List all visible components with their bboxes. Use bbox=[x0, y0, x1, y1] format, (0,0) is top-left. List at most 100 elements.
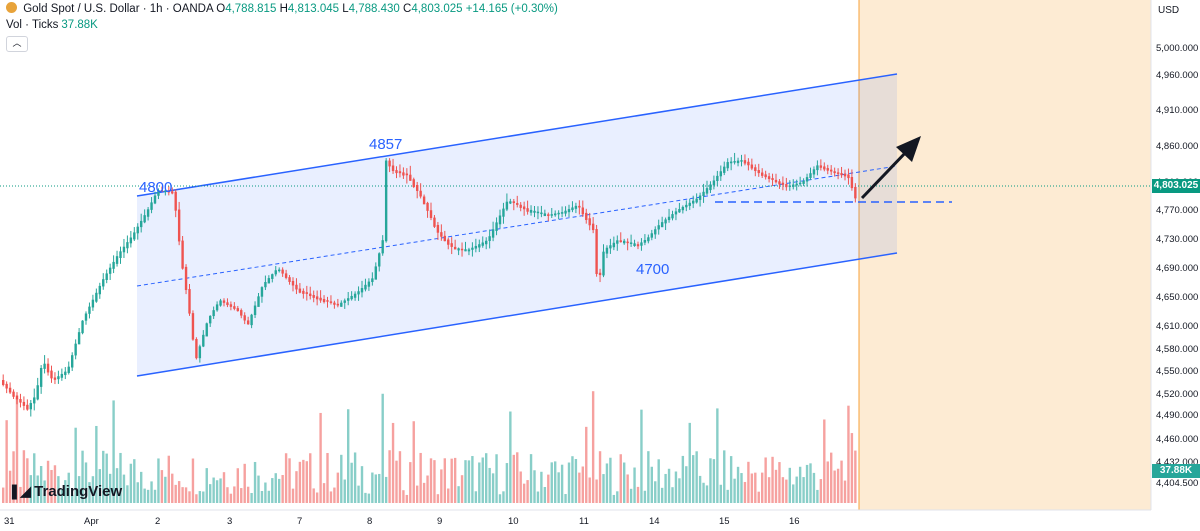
tradingview-logo[interactable]: ❚◢ TradingView bbox=[8, 482, 122, 500]
candle-body bbox=[384, 160, 388, 242]
volume-bar bbox=[491, 473, 495, 503]
volume-bar bbox=[267, 490, 271, 503]
candle-body bbox=[723, 166, 726, 173]
volume-bar bbox=[36, 475, 39, 503]
volume-bar bbox=[692, 455, 695, 503]
volume-bar bbox=[664, 473, 667, 503]
annotation-4857[interactable]: 4857 bbox=[369, 136, 402, 153]
candle-body bbox=[157, 190, 160, 196]
volume-bar bbox=[167, 455, 170, 503]
volume-bar bbox=[574, 458, 578, 503]
volume-bar bbox=[157, 458, 160, 503]
volume-bar bbox=[623, 462, 626, 503]
volume-bar bbox=[143, 488, 146, 503]
candle-body bbox=[119, 251, 122, 259]
candle-body bbox=[540, 212, 543, 215]
candle-body bbox=[481, 242, 484, 246]
future-zone-highlight bbox=[859, 0, 1151, 510]
candle-body bbox=[195, 339, 198, 359]
candle-body bbox=[433, 217, 436, 227]
candle-body bbox=[2, 380, 5, 385]
volume-legend[interactable]: Vol · Ticks 37.88K bbox=[6, 19, 98, 31]
volume-bar bbox=[77, 476, 81, 503]
channel-upper-line[interactable] bbox=[136, 73, 898, 197]
volume-bar bbox=[440, 469, 443, 503]
volume-bar bbox=[850, 433, 854, 503]
candle-body bbox=[819, 165, 823, 168]
volume-bar bbox=[374, 474, 377, 503]
volume-bar bbox=[464, 460, 467, 503]
volume-bar bbox=[647, 451, 650, 503]
candle-body bbox=[798, 182, 802, 185]
price-axis[interactable]: 5,000.0004,960.0004,910.0004,860.0004,81… bbox=[1150, 0, 1200, 531]
high-value: 4,813.045 bbox=[287, 3, 340, 15]
candle-body bbox=[692, 200, 695, 204]
volume-bar bbox=[750, 473, 754, 503]
open-value: 4,788.815 bbox=[225, 3, 277, 15]
volume-bar bbox=[129, 463, 133, 503]
symbol-legend[interactable]: Gold Spot / U.S. Dollar · 1h · OANDA O4,… bbox=[6, 2, 558, 17]
candle-body bbox=[209, 315, 212, 324]
projection-arrow[interactable] bbox=[860, 136, 921, 200]
volume-bar bbox=[581, 466, 584, 503]
volume-bar bbox=[198, 491, 202, 503]
volume-bar bbox=[84, 462, 88, 503]
volume-bar bbox=[257, 475, 260, 503]
candle-body bbox=[536, 211, 540, 214]
candle-body bbox=[698, 195, 702, 200]
volume-bar bbox=[319, 412, 322, 503]
candle-body bbox=[785, 184, 788, 188]
volume-bar bbox=[509, 411, 512, 503]
candle-body bbox=[288, 277, 291, 282]
volume-bar bbox=[329, 491, 333, 503]
volume-bar bbox=[588, 477, 591, 503]
time-tick: 11 bbox=[579, 516, 589, 527]
channel-lower-line[interactable] bbox=[136, 252, 898, 377]
candle-body bbox=[550, 214, 553, 216]
candle-body bbox=[112, 261, 115, 269]
annotation-4800[interactable]: 4800 bbox=[139, 179, 172, 196]
volume-bar bbox=[288, 458, 291, 503]
candle-body bbox=[736, 160, 740, 164]
volume-bar bbox=[785, 479, 788, 503]
candle-body bbox=[250, 314, 253, 326]
volume-bar bbox=[609, 457, 612, 503]
channel-median-line[interactable] bbox=[136, 165, 898, 287]
volume-bar bbox=[150, 481, 153, 503]
volume-bar bbox=[22, 450, 26, 503]
candle-body bbox=[792, 184, 795, 187]
currency-label: USD bbox=[1158, 5, 1180, 16]
candle-body bbox=[60, 373, 64, 378]
volume-bar bbox=[629, 488, 633, 503]
time-axis[interactable]: 31 Apr 2 3 7 8 9 10 11 14 15 16 bbox=[0, 509, 1151, 527]
candle-body bbox=[771, 178, 774, 181]
volume-bar bbox=[305, 461, 308, 503]
candle-body bbox=[509, 201, 512, 204]
candle-body bbox=[246, 320, 250, 325]
candle-body bbox=[46, 363, 50, 373]
volume-bar bbox=[802, 477, 805, 503]
volume-bar bbox=[767, 477, 771, 503]
volume-bar bbox=[792, 484, 795, 503]
time-tick: 7 bbox=[297, 516, 302, 527]
volume-bar bbox=[350, 462, 353, 503]
candle-body bbox=[633, 243, 636, 247]
candle-body bbox=[571, 207, 574, 211]
candle-body bbox=[774, 179, 778, 183]
volume-bar bbox=[8, 470, 12, 503]
annotation-4700[interactable]: 4700 bbox=[636, 261, 669, 278]
close-label: C bbox=[403, 3, 412, 15]
candle-body bbox=[71, 355, 74, 368]
symbol-title[interactable]: Gold Spot / U.S. Dollar · 1h · OANDA bbox=[23, 3, 214, 15]
candle-body bbox=[257, 296, 260, 307]
volume-bar bbox=[847, 405, 850, 503]
volume-bar bbox=[764, 457, 767, 503]
volume-label: Vol · Ticks bbox=[6, 19, 59, 31]
price-tick: 4,580.000 bbox=[1156, 344, 1198, 355]
collapse-legend-button[interactable]: ︿ bbox=[6, 36, 28, 52]
volume-bar bbox=[471, 456, 474, 503]
candle-body bbox=[612, 242, 616, 248]
volume-bar bbox=[15, 398, 19, 503]
